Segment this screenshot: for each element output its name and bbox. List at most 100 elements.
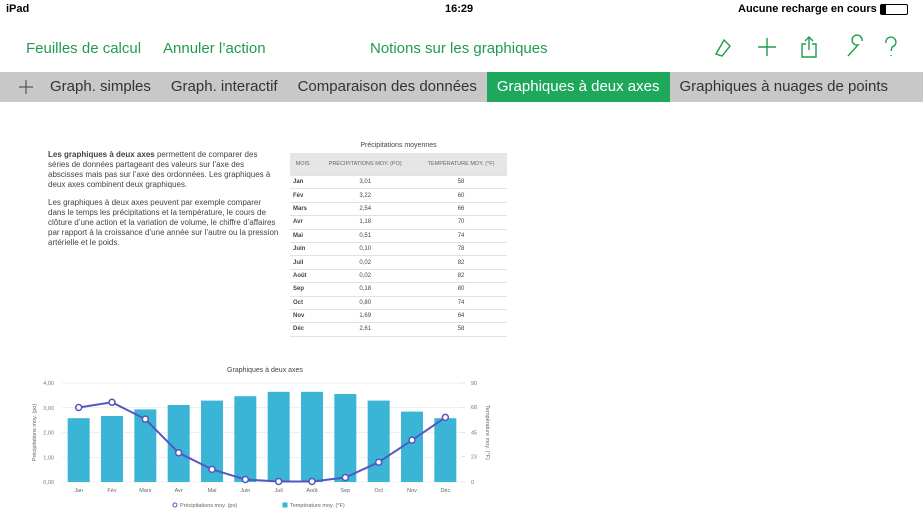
point <box>374 458 383 466</box>
point <box>274 477 283 486</box>
y2-tick-label: 0 <box>471 480 474 486</box>
toolbar: Feuilles de calcul Annuler l’action Noti… <box>0 18 923 62</box>
point <box>208 465 216 474</box>
cell: Avr <box>290 215 316 230</box>
cell: 0,51 <box>315 229 416 243</box>
tab[interactable]: Comparaison des données <box>297 78 477 95</box>
bar <box>201 400 223 482</box>
y-tick-label: 0,00 <box>43 480 54 486</box>
cell: Juil <box>290 255 316 270</box>
cell: 2,61 <box>315 322 416 337</box>
brush-icon[interactable] <box>714 38 731 57</box>
bar <box>434 418 457 482</box>
spreadsheets-button[interactable]: Feuilles de calcul <box>26 40 142 57</box>
table-row: Août 0,02 82 <box>290 269 507 284</box>
x-tick-label: Oct <box>374 488 383 494</box>
cell: 0,02 <box>315 269 416 284</box>
legend-swatch <box>172 502 178 508</box>
cell: 64 <box>415 309 507 324</box>
point <box>108 398 116 407</box>
cell: Sep <box>290 282 316 297</box>
settings-icon[interactable] <box>847 34 863 57</box>
point <box>308 477 316 486</box>
x-tick-label: Mars <box>139 488 151 494</box>
y-tick-label: 3,00 <box>43 406 54 412</box>
bar <box>234 396 257 482</box>
cell: Juin <box>290 242 316 257</box>
time: 16:29 <box>445 3 474 15</box>
cell: 66 <box>415 202 507 217</box>
cell: Mai <box>290 229 316 243</box>
chart: Graphiques à deux axes 0,00 1,00 2,00 3,00 4… <box>32 367 490 509</box>
table-row: Nov 1,69 64 <box>290 309 507 324</box>
cell: 82 <box>415 269 507 284</box>
y2-tick-label: 90 <box>471 381 477 387</box>
chart-title: Graphiques à deux axes <box>227 367 303 374</box>
tab[interactable]: Graphiques à nuages de points <box>679 78 888 95</box>
table-title: Précipitations moyennes <box>360 142 437 149</box>
y-tick-label: 4,00 <box>43 381 54 387</box>
header-cell: PRÉCIPITATIONS MOY. (PO) <box>315 153 416 176</box>
cell: Fév <box>290 188 316 203</box>
share-icon[interactable] <box>801 36 817 58</box>
bar <box>401 411 423 482</box>
x-tick-label: Nov <box>407 488 417 494</box>
cell: Jan <box>290 175 316 190</box>
x-tick-label: Jan <box>74 488 83 494</box>
point <box>141 415 150 423</box>
bar <box>334 394 357 482</box>
x-tick-label: Fév <box>107 488 116 494</box>
tab[interactable]: Graph. simples <box>50 78 151 95</box>
tab[interactable]: Graphiques à deux axes <box>486 72 670 102</box>
cell: 58 <box>415 322 507 337</box>
bar <box>67 418 90 482</box>
bar <box>134 409 157 482</box>
cell: Août <box>290 269 316 284</box>
battery-icon <box>880 4 908 15</box>
table-row: Déc 2,61 58 <box>290 322 507 337</box>
point <box>441 413 450 422</box>
y2-tick-label: 68 <box>471 405 477 411</box>
cell: 78 <box>415 242 507 257</box>
x-tick-label: Juil <box>275 488 283 494</box>
table-row: Avr 1,18 70 <box>290 215 507 230</box>
bar <box>101 416 123 482</box>
cell: 0,10 <box>315 242 416 257</box>
point <box>408 436 416 444</box>
cell: Déc <box>290 322 316 337</box>
point <box>74 403 83 412</box>
table-row: Sep 0,18 80 <box>290 282 507 297</box>
undo-button[interactable]: Annuler l’action <box>163 40 266 57</box>
cell: 3,01 <box>315 175 416 190</box>
table-row: Mars 2,54 66 <box>290 202 507 217</box>
table-row: Oct 0,80 74 <box>290 296 507 310</box>
legend-label: Précipitations moy. (po) <box>180 503 238 509</box>
cell: 58 <box>415 175 507 190</box>
add-sheet[interactable] <box>0 72 40 102</box>
help-icon[interactable] <box>885 36 897 56</box>
bar <box>367 400 390 482</box>
x-tick-label: Août <box>306 488 318 494</box>
legend-label: Température moy. (°F) <box>290 503 345 509</box>
cell: 60 <box>415 188 507 203</box>
point <box>241 475 250 484</box>
paragraph: Les graphiques à deux axes permettent de… <box>48 150 280 190</box>
bar <box>267 391 290 482</box>
tab[interactable]: Graph. interactif <box>170 78 278 95</box>
add-icon[interactable] <box>758 38 776 56</box>
header-row: MOIS PRÉCIPITATIONS MOY. (PO) TEMPÉRATURE … <box>290 153 507 176</box>
x-tick-label: Sep <box>340 488 350 494</box>
table-row: Juil 0,02 82 <box>290 255 507 270</box>
y2-tick-label: 45 <box>471 431 477 437</box>
x-tick-label: Déc <box>440 488 450 494</box>
x-tick-label: Juin <box>240 488 250 494</box>
text: permettent de comparer des séries de don… <box>48 150 271 189</box>
document-title: Notions sur les graphiques <box>370 40 548 57</box>
y-axis-label: Précipitations moy. (po) <box>32 404 38 462</box>
table-row: Mai 0,51 74 <box>290 229 507 243</box>
cell: 0,18 <box>315 282 416 297</box>
x-tick-label: Mai <box>208 488 217 494</box>
legend-swatch <box>282 502 288 508</box>
cell: 1,18 <box>315 215 416 230</box>
y2-axis-label: Température moy. (°F) <box>484 405 490 460</box>
